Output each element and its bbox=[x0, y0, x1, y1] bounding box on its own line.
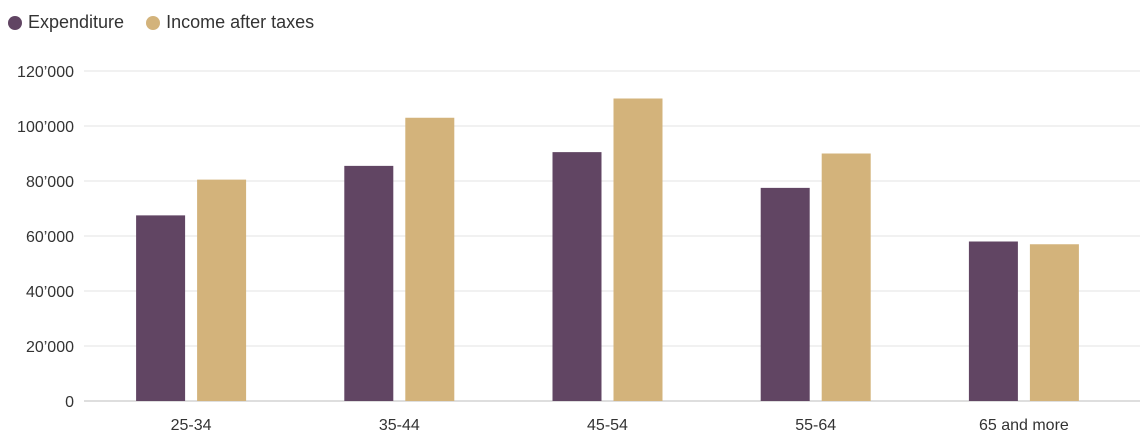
y-tick-label: 80’000 bbox=[26, 174, 74, 191]
x-tick-label: 45-54 bbox=[587, 417, 628, 432]
y-tick-label: 120’000 bbox=[17, 64, 74, 81]
legend-label-expenditure: Expenditure bbox=[28, 12, 125, 32]
y-tick-label: 20’000 bbox=[26, 339, 74, 356]
bar-expenditure-4[interactable] bbox=[968, 241, 1018, 402]
x-tick-label: 55-64 bbox=[795, 417, 836, 432]
bar-expenditure-2[interactable] bbox=[552, 152, 602, 401]
bar-income-1[interactable] bbox=[405, 117, 455, 401]
y-tick-label: 0 bbox=[65, 394, 74, 411]
x-tick-label: 35-44 bbox=[379, 417, 420, 432]
y-axis-ticks: 0 20’000 40’000 60’000 80’000 100’000 120’000 bbox=[17, 64, 74, 411]
legend-item-expenditure[interactable]: Expenditure bbox=[8, 12, 124, 33]
x-axis-ticks: 25-34 35-44 45-54 55-64 65 and more bbox=[171, 417, 1069, 432]
bar-income-4[interactable] bbox=[1029, 244, 1079, 401]
y-tick-label: 60’000 bbox=[26, 229, 74, 246]
x-tick-label: 65 and more bbox=[979, 417, 1069, 432]
bar-expenditure-0[interactable] bbox=[136, 215, 186, 401]
bar-income-3[interactable] bbox=[821, 153, 871, 402]
legend-item-income[interactable]: Income after taxes bbox=[146, 12, 314, 33]
y-tick-label: 100’000 bbox=[17, 119, 74, 136]
x-tick-label: 25-34 bbox=[171, 417, 212, 432]
grid-lines bbox=[84, 70, 1140, 402]
legend-swatch-expenditure-icon bbox=[8, 15, 22, 30]
y-tick-label: 40’000 bbox=[26, 284, 74, 301]
legend: Expenditure Income after taxes bbox=[8, 12, 314, 33]
legend-swatch-income-icon bbox=[146, 15, 161, 30]
bar-income-0[interactable] bbox=[197, 179, 247, 401]
bar-income-2[interactable] bbox=[613, 98, 663, 402]
bars bbox=[136, 98, 1079, 402]
legend-label-income: Income after taxes bbox=[166, 12, 315, 32]
bar-expenditure-1[interactable] bbox=[344, 165, 394, 401]
bar-expenditure-3[interactable] bbox=[760, 187, 810, 401]
